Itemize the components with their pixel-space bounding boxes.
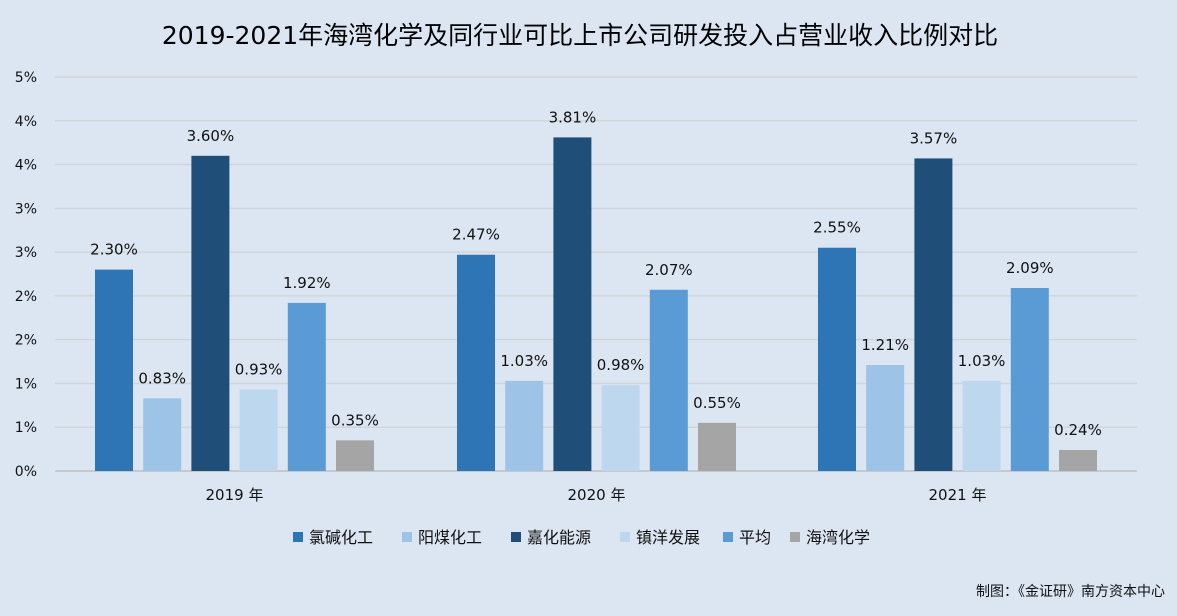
bar [287, 302, 326, 471]
legend-swatch [511, 532, 521, 542]
data-label: 0.98% [597, 356, 645, 374]
bar [143, 398, 182, 471]
bar [649, 289, 688, 471]
legend-item: 嘉化能源 [511, 528, 591, 547]
data-label: 2.07% [645, 261, 693, 279]
legend-item: 镇洋发展 [620, 528, 700, 547]
bar [866, 365, 905, 471]
data-label: 0.35% [331, 411, 379, 429]
legend-label: 氯碱化工 [309, 528, 373, 547]
bars [95, 137, 1097, 472]
data-label: 0.83% [138, 369, 186, 387]
legend-item: 阳煤化工 [402, 528, 482, 547]
bar [601, 385, 640, 471]
y-tick-label: 0% [15, 464, 37, 480]
bar [457, 254, 495, 471]
data-label: 3.60% [187, 127, 235, 145]
y-tick-label: 1% [15, 376, 37, 392]
legend-label: 海湾化学 [806, 528, 870, 547]
legend-label: 平均 [739, 528, 771, 547]
bar [914, 158, 953, 471]
legend-label: 嘉化能源 [527, 528, 591, 547]
legend-item: 海湾化学 [790, 528, 870, 547]
legend: 氯碱化工 阳煤化工 嘉化能源 镇洋发展 平均 海湾化学 [293, 528, 870, 547]
bar [698, 422, 736, 471]
data-label: 3.57% [910, 129, 958, 147]
data-label: 1.03% [958, 352, 1006, 370]
legend-label: 镇洋发展 [636, 528, 700, 547]
bar [336, 440, 374, 471]
legend-item: 平均 [723, 528, 771, 547]
y-tick-label: 2% [15, 333, 37, 349]
data-label: 3.81% [549, 108, 597, 126]
bar [239, 389, 278, 471]
y-axis-ticks: 0% 1% 1% 2% 2% 3% 3% 4% 4% 5% [15, 70, 37, 480]
data-label: 1.92% [283, 274, 331, 292]
x-axis-categories: 2019 年 2020 年 2021 年 [206, 486, 987, 504]
grid-lines [55, 76, 1137, 472]
x-category-label: 2021 年 [929, 486, 987, 504]
legend-swatch [723, 532, 733, 542]
data-labels: 2.30% 0.83% 3.60% 0.93% 1.92% 0.35% 2.47% 1.03%… [90, 108, 1102, 439]
y-tick-label: 4% [15, 114, 37, 130]
legend-label: 阳煤化工 [418, 528, 482, 547]
bar [1010, 288, 1049, 471]
bar [505, 380, 544, 471]
bar [962, 380, 1001, 471]
x-category-label: 2019 年 [206, 486, 264, 504]
y-tick-label: 5% [15, 70, 37, 86]
legend-item: 氯碱化工 [293, 528, 373, 547]
legend-swatch [790, 532, 800, 542]
chart-title: 2019-2021年海湾化学及同行业可比上市公司研发投入占营业收入比例对比 [162, 21, 998, 50]
bar [95, 269, 133, 471]
data-label: 2.47% [452, 226, 500, 244]
data-label: 0.55% [693, 394, 741, 412]
bar [1059, 449, 1097, 471]
legend-swatch [620, 532, 630, 542]
data-label: 2.55% [813, 219, 861, 237]
bar [191, 155, 230, 472]
data-label: 1.03% [500, 352, 548, 370]
data-label: 0.93% [235, 361, 283, 379]
bar [818, 247, 856, 471]
x-category-label: 2020 年 [568, 486, 626, 504]
data-label: 1.21% [861, 336, 909, 354]
source-note: 制图：《金证研》南方资本中心 [976, 584, 1165, 600]
data-label: 2.09% [1006, 259, 1054, 277]
bar [553, 137, 592, 471]
y-tick-label: 4% [15, 158, 37, 174]
y-tick-label: 3% [15, 245, 37, 261]
y-tick-label: 3% [15, 201, 37, 217]
data-label: 2.30% [90, 241, 138, 259]
y-tick-label: 2% [15, 289, 37, 305]
legend-swatch [402, 532, 412, 542]
legend-swatch [293, 532, 303, 542]
data-label: 0.24% [1054, 421, 1102, 439]
y-tick-label: 1% [15, 420, 37, 436]
